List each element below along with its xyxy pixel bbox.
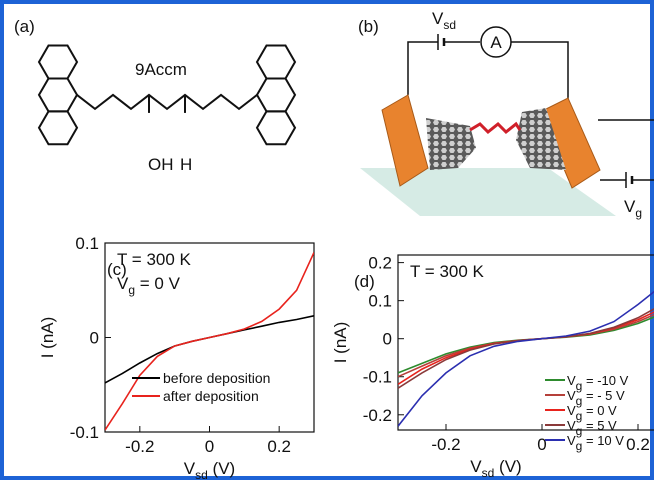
- ring: [257, 46, 295, 79]
- y-tick-label: 0.2: [368, 254, 392, 273]
- legend-name: after deposition: [163, 388, 259, 404]
- text-sub: g: [128, 283, 135, 297]
- text-rest: =: [582, 388, 597, 403]
- annotation: T = 300 K: [410, 262, 485, 281]
- text-rest: (V): [208, 459, 235, 478]
- ring: [257, 79, 295, 112]
- text-main: V: [624, 197, 636, 216]
- y-axis-label: I (nA): [38, 317, 57, 359]
- y-tick-label: 0.1: [75, 234, 99, 253]
- legend-name: - 5 V: [597, 388, 625, 403]
- x-axis-label: Vsd (V): [184, 459, 235, 480]
- text-sub: sd: [195, 468, 208, 480]
- x-tick-label: 0: [537, 435, 546, 454]
- x-tick-label: -0.2: [431, 435, 460, 454]
- ring: [39, 46, 77, 79]
- chain: [77, 95, 257, 109]
- legend-label: after deposition: [163, 388, 259, 404]
- text-main: V: [470, 457, 482, 476]
- x-tick-label: -0.2: [125, 437, 154, 456]
- molecule-name: 9Accm: [135, 60, 187, 79]
- y-tick-label: -0.1: [363, 368, 392, 387]
- text-sub: g: [576, 379, 583, 393]
- text-rest: =: [582, 373, 597, 388]
- ammeter-label: A: [490, 33, 502, 52]
- x-tick-label: 0: [205, 437, 214, 456]
- panel-label: (a): [14, 17, 35, 36]
- y-tick-label: -0.1: [70, 423, 99, 442]
- annotation: T = 300 K: [117, 250, 192, 269]
- text-main: V: [567, 373, 576, 388]
- legend-name: 10 V: [597, 433, 624, 448]
- text-sub: g: [576, 409, 583, 423]
- text-rest: =: [582, 403, 597, 418]
- ring: [39, 111, 77, 144]
- device: [360, 27, 654, 216]
- text-sub: g: [635, 206, 642, 220]
- legend-name: -10 V: [597, 373, 628, 388]
- h-label: H: [180, 155, 192, 174]
- legend-name: 5 V: [597, 418, 617, 433]
- vsd-label: Vsd: [432, 9, 456, 32]
- x-tick-label: 0.2: [626, 435, 650, 454]
- y-axis-label: I (nA): [331, 322, 350, 364]
- text-main: V: [567, 433, 576, 448]
- ring: [39, 79, 77, 112]
- text-sub: sd: [482, 466, 495, 480]
- page: (a) 9Accm OH H (b) A Vsd Vg (c)-0.100.1-…: [0, 0, 654, 485]
- ring: [257, 111, 295, 144]
- y-tick-label: 0.1: [368, 292, 392, 311]
- text-main: T = 300 K: [410, 262, 485, 281]
- text-main: V: [567, 418, 576, 433]
- legend-name: 0 V: [597, 403, 617, 418]
- text-main: T = 300 K: [117, 250, 192, 269]
- text-main: V: [567, 388, 576, 403]
- y-tick-label: 0: [90, 329, 99, 348]
- figure: (a) 9Accm OH H (b) A Vsd Vg (c)-0.100.1-…: [0, 0, 654, 480]
- legend-label: Vg = 10 V: [567, 433, 624, 453]
- oh-label: OH: [148, 155, 174, 174]
- text-sub: sd: [443, 18, 456, 32]
- text-rest: =: [582, 418, 597, 433]
- panel-label: (b): [358, 17, 379, 36]
- text-sub: g: [576, 424, 583, 438]
- text-main: V: [567, 403, 576, 418]
- panel-label: (d): [354, 272, 375, 291]
- legend-label: before deposition: [163, 370, 270, 386]
- text-main: V: [117, 274, 129, 293]
- text-main: V: [184, 459, 196, 478]
- y-tick-label: 0: [383, 330, 392, 349]
- text-rest: =: [582, 433, 597, 448]
- y-tick-label: -0.2: [363, 406, 392, 425]
- text-sub: g: [576, 394, 583, 408]
- text-rest: (V): [494, 457, 521, 476]
- frame: [2, 2, 652, 478]
- vg-label: Vg: [624, 197, 642, 220]
- text-main: V: [432, 9, 444, 28]
- x-tick-label: 0.2: [267, 437, 291, 456]
- text-sub: g: [576, 439, 583, 453]
- text-rest: = 0 V: [135, 274, 181, 293]
- legend-name: before deposition: [163, 370, 270, 386]
- annotation: Vg = 0 V: [117, 274, 181, 297]
- chart: (d) -0.2 -0.1 0 0.1 0.2 -0.2 0 0.2 Vsd (V) I (nA) T…: [331, 254, 654, 480]
